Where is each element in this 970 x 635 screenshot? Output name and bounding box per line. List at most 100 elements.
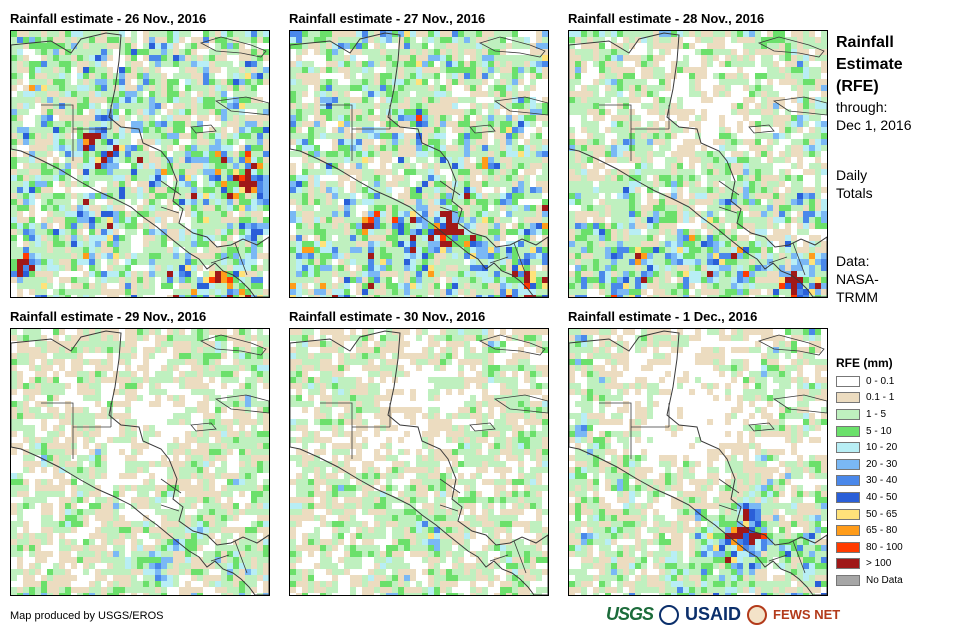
rainfall-cell (29, 133, 35, 139)
rainfall-cell (815, 247, 821, 253)
rainfall-cell (65, 133, 71, 139)
rainfall-cell (155, 181, 161, 187)
rainfall-cell (410, 163, 416, 169)
rainfall-cell (797, 193, 803, 199)
rainfall-cell (131, 85, 137, 91)
rainfall-cell (599, 97, 605, 103)
rainfall-cell (344, 133, 350, 139)
rainfall-cell (47, 61, 53, 67)
rainfall-cell (47, 109, 53, 115)
rainfall-cell (77, 121, 83, 127)
rainfall-cell (623, 223, 629, 229)
rainfall-cell (386, 193, 392, 199)
rainfall-cell (476, 67, 482, 73)
rainfall-cell (362, 277, 368, 283)
rainfall-cell (512, 139, 518, 145)
rainfall-cell (797, 271, 803, 277)
rainfall-cell (713, 211, 719, 217)
rainfall-cell (380, 211, 386, 217)
rainfall-cell (215, 193, 221, 199)
rainfall-cell (227, 283, 233, 289)
rainfall-cell (77, 193, 83, 199)
rainfall-cell (605, 67, 611, 73)
rainfall-cell (617, 247, 623, 253)
rainfall-cell (791, 139, 797, 145)
rainfall-cell (338, 187, 344, 193)
rainfall-cell (314, 265, 320, 271)
rainfall-cell (245, 55, 251, 61)
rainfall-cell (173, 31, 179, 37)
rainfall-cell (107, 211, 113, 217)
rainfall-cell (113, 187, 119, 193)
rainfall-cell (569, 61, 575, 67)
rainfall-cell (695, 127, 701, 133)
rainfall-cell (23, 223, 29, 229)
rainfall-cell (803, 97, 809, 103)
rainfall-cell (65, 205, 71, 211)
rainfall-cell (653, 241, 659, 247)
rainfall-cell (575, 61, 581, 67)
rainfall-cell (215, 127, 221, 133)
rainfall-cell (410, 109, 416, 115)
rainfall-cell (71, 37, 77, 43)
rainfall-cell (227, 259, 233, 265)
rainfall-cell (83, 169, 89, 175)
rainfall-cell (815, 223, 821, 229)
rainfall-cell (197, 109, 203, 115)
rainfall-cell (569, 253, 575, 259)
rainfall-cell (542, 103, 548, 109)
rainfall-cell (719, 139, 725, 145)
rainfall-cell (308, 37, 314, 43)
rainfall-cell (161, 91, 167, 97)
rainfall-cell (302, 37, 308, 43)
rainfall-cell (251, 73, 257, 79)
rainfall-cell (368, 133, 374, 139)
rainfall-cell (713, 223, 719, 229)
rainfall-cell (719, 199, 725, 205)
rainfall-cell (374, 205, 380, 211)
rainfall-cell (47, 223, 53, 229)
rainfall-cell (356, 145, 362, 151)
rainfall-cell (125, 115, 131, 121)
rainfall-cell (500, 253, 506, 259)
rainfall-cell (119, 79, 125, 85)
rainfall-cell (416, 133, 422, 139)
rainfall-cell (611, 223, 617, 229)
rainfall-cell (221, 289, 227, 295)
rainfall-cell (368, 295, 374, 297)
rainfall-cell (482, 277, 488, 283)
rainfall-cell (761, 187, 767, 193)
rainfall-cell (530, 265, 536, 271)
rainfall-cell (302, 193, 308, 199)
rainfall-cell (398, 163, 404, 169)
rainfall-cell (320, 79, 326, 85)
rainfall-cell (494, 265, 500, 271)
rainfall-cell (119, 151, 125, 157)
rainfall-cell (203, 241, 209, 247)
rainfall-cell (428, 121, 434, 127)
rainfall-cell (29, 217, 35, 223)
rainfall-cell (482, 295, 488, 297)
rainfall-cell (191, 289, 197, 295)
rainfall-cell (605, 31, 611, 37)
rainfall-cell (101, 97, 107, 103)
rainfall-cell (731, 151, 737, 157)
rainfall-cell (251, 211, 257, 217)
rainfall-cell (296, 61, 302, 67)
rainfall-cell (755, 121, 761, 127)
rainfall-cell (809, 223, 815, 229)
rainfall-cell (470, 271, 476, 277)
rainfall-cell (617, 241, 623, 247)
rainfall-cell (35, 115, 41, 121)
rainfall-cell (599, 253, 605, 259)
rainfall-cell (233, 43, 239, 49)
rainfall-cell (803, 253, 809, 259)
rainfall-cell (785, 199, 791, 205)
rainfall-cell (641, 169, 647, 175)
rainfall-cell (506, 55, 512, 61)
rainfall-cell (593, 265, 599, 271)
rainfall-cell (581, 97, 587, 103)
rainfall-cell (245, 175, 251, 181)
rainfall-cell (227, 217, 233, 223)
rainfall-cell (797, 73, 803, 79)
